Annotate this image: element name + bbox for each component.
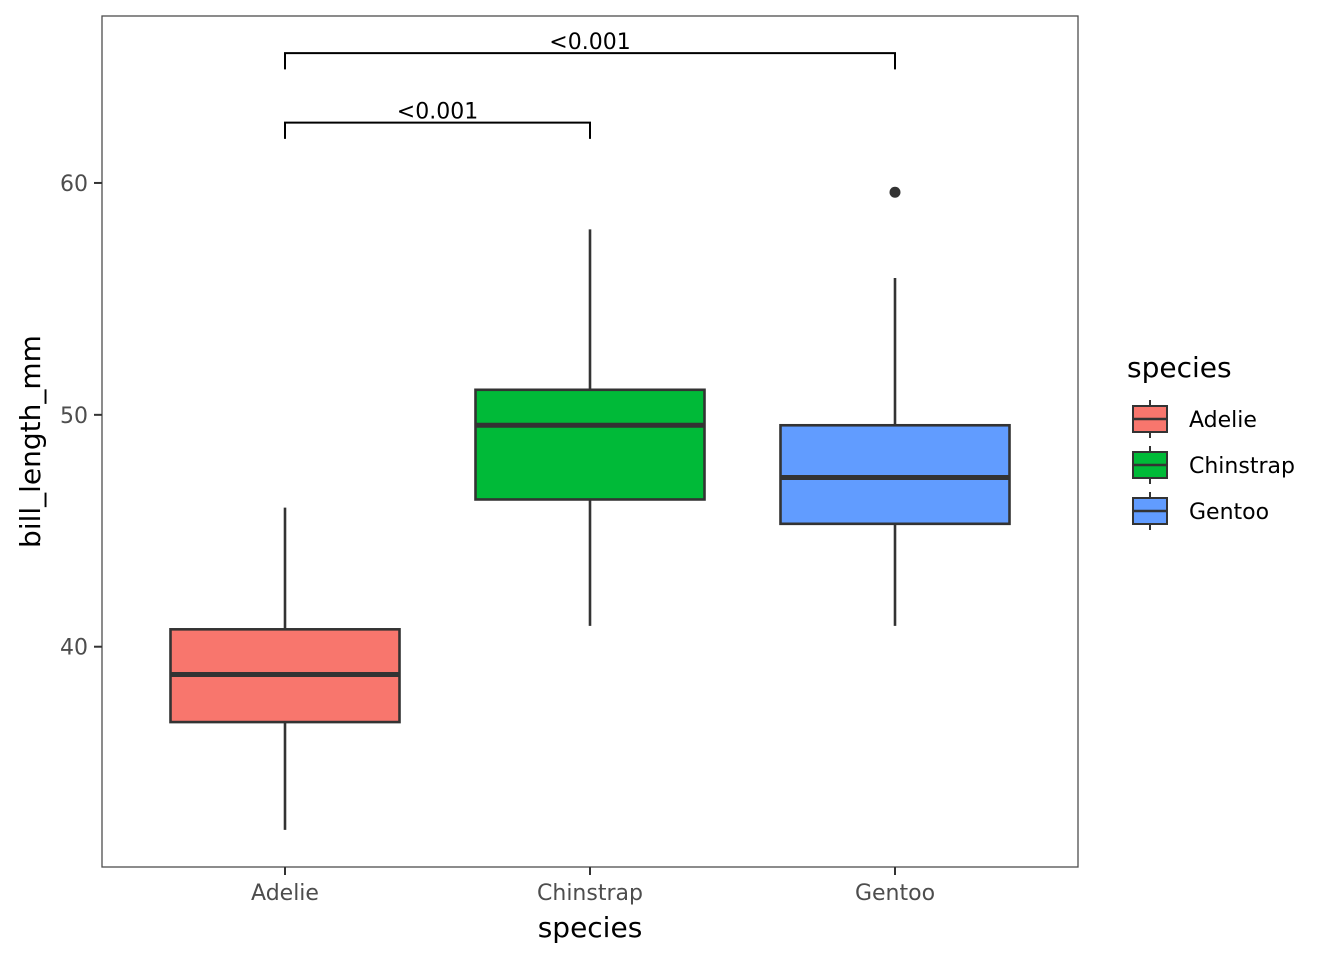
x-tick-label: Adelie	[251, 881, 319, 906]
x-tick-label: Chinstrap	[537, 881, 643, 906]
x-axis-title: species	[538, 911, 643, 944]
legend-label: Chinstrap	[1189, 454, 1295, 479]
box-gentoo	[779, 186, 1011, 626]
box-iqr	[474, 388, 706, 501]
legend-title: species	[1127, 351, 1232, 384]
y-tick-label: 60	[60, 172, 88, 197]
p-value-label: <0.001	[397, 100, 478, 125]
bracket-line	[284, 121, 591, 139]
y-axis-title: bill_length_mm	[14, 335, 47, 548]
legend-item-gentoo: Gentoo	[1132, 492, 1269, 530]
bracket-line	[284, 52, 896, 70]
significance-brackets: <0.001 <0.001	[284, 30, 896, 139]
significance-bracket: <0.001	[284, 100, 591, 139]
p-value-label: <0.001	[549, 30, 630, 55]
y-tick-label: 50	[60, 404, 88, 429]
outlier-point	[889, 186, 901, 198]
legend-item-adelie: Adelie	[1132, 400, 1257, 438]
legend: species Adelie Chinstrap Gentoo	[1127, 351, 1295, 530]
legend-item-chinstrap: Chinstrap	[1132, 446, 1295, 484]
legend-label: Adelie	[1189, 408, 1257, 433]
significance-bracket: <0.001	[284, 30, 896, 70]
box-adelie	[169, 507, 401, 830]
axes: 40 50 60 Adelie Chinstrap Gentoo	[60, 172, 935, 906]
box-iqr	[779, 423, 1011, 526]
x-tick-label: Gentoo	[855, 881, 935, 906]
legend-label: Gentoo	[1189, 500, 1269, 525]
boxes-layer	[169, 186, 1011, 830]
box-chinstrap	[474, 229, 706, 626]
y-tick-label: 40	[60, 636, 88, 661]
